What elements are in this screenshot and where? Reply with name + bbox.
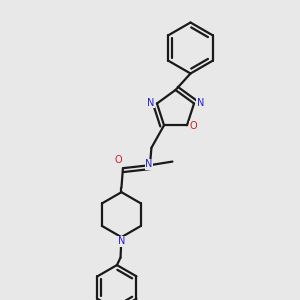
Text: O: O <box>190 121 197 131</box>
Text: O: O <box>115 155 122 165</box>
Text: N: N <box>147 98 154 108</box>
Text: N: N <box>118 236 125 246</box>
Text: N: N <box>197 98 204 108</box>
Text: N: N <box>146 159 153 169</box>
